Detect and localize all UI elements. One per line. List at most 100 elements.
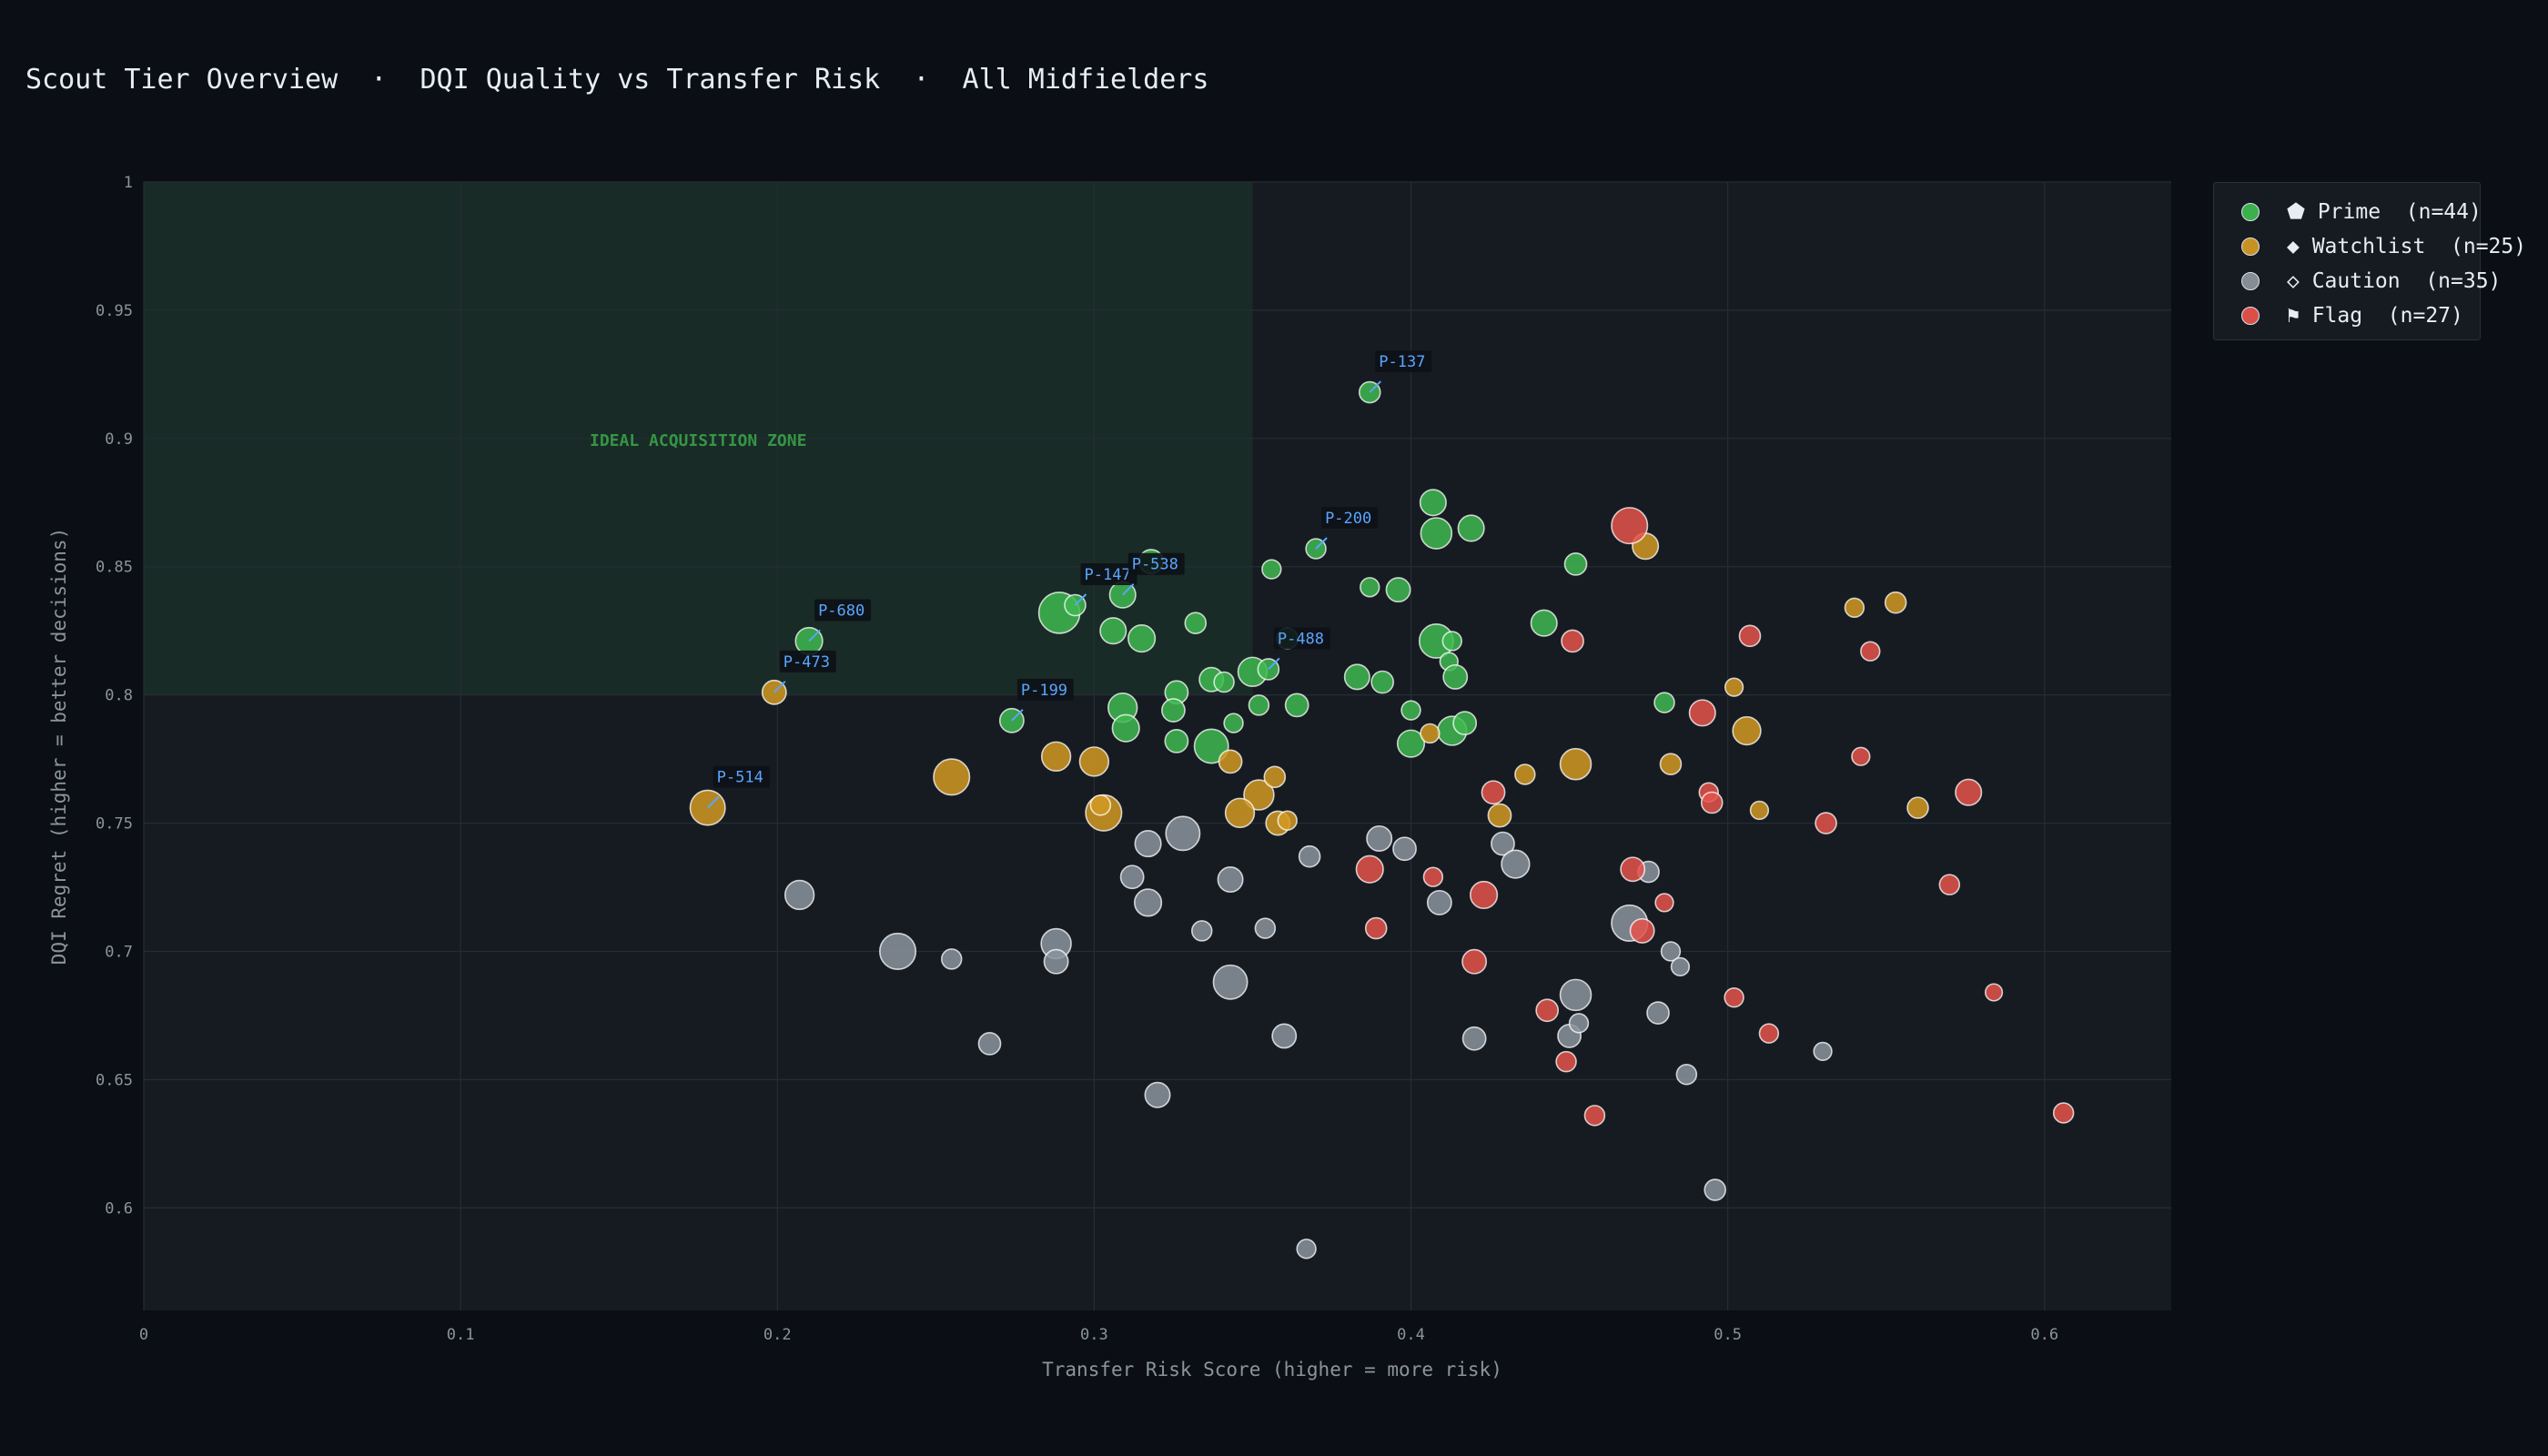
caution-point xyxy=(784,879,815,911)
caution-point xyxy=(1133,888,1163,917)
prime-point xyxy=(1420,517,1453,550)
x-axis-label: Transfer Risk Score (higher = more risk) xyxy=(1042,1359,1502,1380)
annotation-box xyxy=(814,599,872,622)
flag-point xyxy=(1422,866,1444,887)
prime-point xyxy=(1343,663,1370,691)
flag-point xyxy=(1561,629,1584,653)
watchlist-point xyxy=(1487,803,1512,828)
flag-point xyxy=(1758,1023,1780,1044)
flag-point xyxy=(2052,1102,2075,1124)
watchlist-point xyxy=(1844,597,1866,619)
chart-title: Scout Tier Overview · DQI Quality vs Tra… xyxy=(25,64,1209,96)
flag-point xyxy=(1469,880,1499,910)
flag-point xyxy=(1555,1050,1577,1073)
prime-point xyxy=(1360,577,1380,598)
annotation-box xyxy=(713,765,770,788)
prime-point xyxy=(1184,612,1208,635)
flag-point xyxy=(1738,624,1762,648)
y-tick-label: 0.6 xyxy=(105,1199,133,1218)
caution-point xyxy=(1119,864,1145,890)
annotation-p-147: P-147 xyxy=(1074,563,1138,606)
annotation-label: P-488 xyxy=(1278,630,1324,648)
annotation-arrow xyxy=(774,681,786,693)
prime-point xyxy=(1419,489,1447,517)
caution-point xyxy=(1813,1041,1833,1062)
watchlist-point xyxy=(1724,677,1744,697)
legend-label-flag: ⚑ Flag (n=27) xyxy=(2287,304,2463,328)
flag-point xyxy=(1860,641,1881,662)
flag-point xyxy=(1629,917,1655,944)
prime-point xyxy=(1370,670,1395,694)
prime-point xyxy=(1284,693,1309,718)
watchlist-point xyxy=(1243,779,1275,811)
watchlist-point xyxy=(1078,746,1110,777)
annotation-label: P-137 xyxy=(1379,353,1425,371)
annotation-arrow xyxy=(706,795,720,809)
caution-point xyxy=(1559,978,1592,1012)
caution-point xyxy=(1296,1239,1317,1259)
caution-point xyxy=(1134,830,1162,858)
prime-point xyxy=(1213,671,1235,693)
prime-point xyxy=(1385,577,1411,603)
x-tick-label: 0.3 xyxy=(1080,1326,1108,1344)
prime-point xyxy=(1193,728,1229,764)
y-axis-label: DQI Regret (higher = better decisions) xyxy=(48,528,70,965)
watchlist-point xyxy=(1089,794,1112,816)
prime-point xyxy=(1223,713,1244,733)
flag-point xyxy=(1461,948,1488,975)
annotation-label: P-199 xyxy=(1021,682,1067,700)
legend-marker-flag xyxy=(2241,307,2260,325)
annotation-p-137: P-137 xyxy=(1369,350,1432,393)
caution-point xyxy=(1670,956,1691,977)
flag-point xyxy=(1984,983,2004,1002)
watchlist-point xyxy=(1277,810,1298,831)
prime-point xyxy=(1099,617,1127,645)
prime-point xyxy=(1261,559,1282,580)
legend-marker-prime xyxy=(2241,203,2260,221)
annotation-p-473: P-473 xyxy=(774,650,836,693)
watchlist-point xyxy=(933,758,971,796)
caution-point xyxy=(1392,836,1417,862)
caution-point xyxy=(1704,1178,1726,1201)
legend: ⬟ Prime (n=44) ◆ Watchlist (n=25) ◇ Caut… xyxy=(2213,182,2526,340)
caution-point xyxy=(1366,824,1393,852)
caution-point xyxy=(1144,1081,1171,1108)
flag-point xyxy=(1955,778,1983,806)
annotation-label: P-680 xyxy=(818,602,864,620)
annotation-p-514: P-514 xyxy=(706,765,770,809)
caution-point xyxy=(1298,844,1321,868)
prime-point xyxy=(1457,514,1485,542)
watchlist-point xyxy=(1559,747,1592,781)
caution-point xyxy=(1165,815,1201,852)
axis-ticks: 0 0.1 0.2 0.3 0.4 0.5 0.6 0.6 0.65 0.7 0.75 0.8 0.85… xyxy=(96,174,2058,1344)
annotation-label: P-538 xyxy=(1132,556,1178,574)
prime-point xyxy=(1161,698,1186,723)
prime-point xyxy=(1127,624,1157,653)
flag-point xyxy=(1535,998,1560,1023)
legend-marker-caution xyxy=(2241,272,2260,290)
y-tick-label: 0.75 xyxy=(96,815,133,834)
annotation-p-680: P-680 xyxy=(808,599,872,642)
legend-marker-watchlist xyxy=(2241,238,2260,256)
flag-point xyxy=(1481,780,1506,805)
flag-point xyxy=(1724,986,1744,1008)
annotation-label: P-147 xyxy=(1084,566,1130,584)
watchlist-point xyxy=(1040,741,1072,772)
prime-point xyxy=(1441,631,1462,652)
annotation-box xyxy=(1273,627,1330,650)
annotation-box xyxy=(1016,678,1074,701)
annotation-p-488: P-488 xyxy=(1268,627,1330,671)
annotation-arrow xyxy=(1268,657,1280,671)
watchlist-point xyxy=(1732,715,1762,746)
x-tick-label: 0.6 xyxy=(2030,1326,2058,1344)
annotation-arrow xyxy=(1121,583,1135,596)
legend-label-caution: ◇ Caution (n=35) xyxy=(2287,269,2502,293)
legend-label-watchlist: ◆ Watchlist (n=25) xyxy=(2287,235,2527,258)
caution-point xyxy=(1271,1023,1298,1049)
flag-point xyxy=(1611,507,1649,545)
caution-point xyxy=(1568,1013,1590,1034)
flag-point xyxy=(1688,699,1716,727)
caution-point xyxy=(1491,831,1515,856)
flag-point xyxy=(1700,791,1724,814)
caution-point xyxy=(1675,1063,1698,1086)
